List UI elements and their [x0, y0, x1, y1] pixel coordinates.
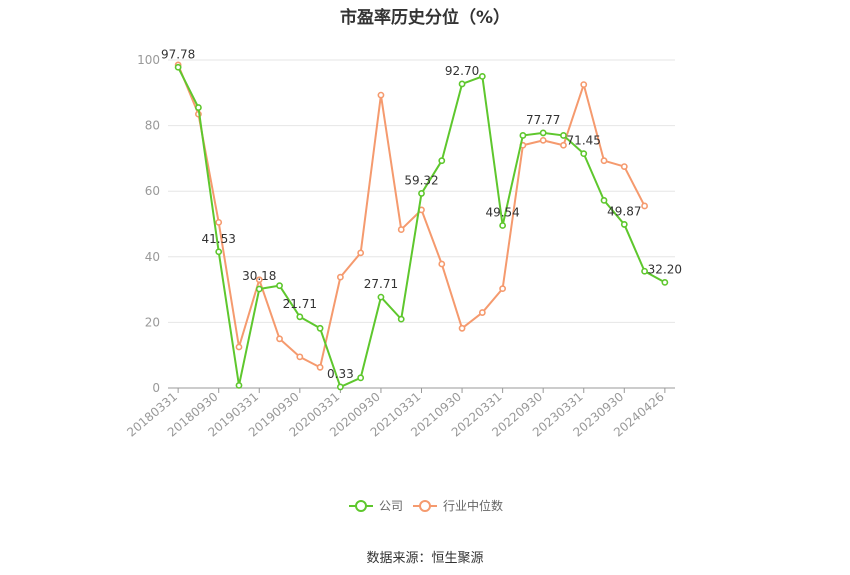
data-point: [235, 343, 243, 351]
data-point: [458, 80, 466, 88]
data-point: [661, 278, 669, 286]
data-point: [580, 150, 588, 158]
y-tick-label: 0: [152, 381, 160, 395]
legend-marker-0: [355, 500, 367, 512]
data-point: [397, 226, 405, 233]
legend-label-1: 行业中位数: [443, 498, 503, 513]
data-point: [316, 363, 324, 371]
data-point: [418, 190, 425, 197]
series-lines: [174, 61, 669, 391]
data-point: [336, 383, 344, 391]
data-label: 49.87: [607, 204, 641, 218]
data-point: [560, 132, 567, 139]
y-tick-label: 20: [145, 315, 160, 329]
data-point: [560, 141, 567, 149]
legend-marker-1: [419, 500, 431, 512]
data-point: [296, 313, 304, 321]
data-point: [458, 324, 466, 332]
x-axis: 2018033120180930201903312019093020200331…: [124, 387, 675, 440]
legend: 公司 行业中位数: [349, 498, 503, 513]
data-point: [276, 335, 283, 343]
data-label: 97.78: [161, 47, 195, 61]
data-point: [215, 218, 223, 226]
data-point: [336, 273, 344, 281]
data-point: [255, 276, 263, 284]
data-point: [499, 285, 507, 293]
data-point: [316, 324, 324, 332]
data-point: [539, 136, 547, 144]
data-label: 0.33: [327, 367, 354, 381]
data-point: [174, 63, 182, 71]
y-tick-label: 40: [145, 250, 160, 264]
y-tick-label: 60: [145, 184, 160, 198]
data-label: 21.71: [283, 297, 317, 311]
data-point: [620, 163, 628, 170]
data-point: [600, 196, 608, 204]
data-point: [600, 157, 608, 165]
data-label: 30.18: [242, 269, 276, 283]
data-point: [357, 374, 365, 382]
data-point: [296, 353, 304, 361]
chart-title: 市盈率历史分位（%）: [339, 8, 511, 28]
data-point: [519, 132, 527, 139]
data-label: 59.32: [404, 173, 438, 187]
data-point: [539, 129, 547, 137]
data-label: 32.20: [648, 262, 682, 276]
data-point: [255, 285, 263, 293]
data-point: [195, 104, 202, 111]
data-label: 71.45: [567, 134, 601, 148]
data-point: [438, 260, 446, 268]
data-point: [499, 222, 507, 229]
data-point: [357, 249, 365, 257]
data-point: [478, 73, 486, 80]
data-point: [397, 315, 405, 323]
legend-label-0: 公司: [379, 499, 403, 513]
data-point: [235, 381, 243, 389]
data-point: [377, 293, 385, 301]
data-source: 数据来源：恒生聚源: [366, 551, 484, 566]
data-label: 77.77: [526, 113, 560, 127]
y-tick-label: 80: [145, 119, 160, 133]
data-label: 27.71: [364, 277, 398, 291]
y-axis: 0 20 40 60 80 100: [137, 53, 160, 395]
data-point: [377, 91, 385, 99]
data-point: [276, 282, 283, 290]
data-point: [580, 81, 588, 88]
data-point: [641, 202, 648, 210]
data-point: [215, 248, 223, 256]
data-label: 41.53: [202, 232, 236, 246]
data-point: [438, 157, 446, 165]
data-point: [478, 309, 486, 316]
y-tick-label: 100: [137, 53, 160, 67]
data-label: 92.70: [445, 64, 479, 78]
data-label: 49.54: [485, 206, 519, 220]
data-point: [620, 221, 628, 228]
data-point: [641, 267, 648, 275]
data-labels: 97.78 41.53 30.18 21.71 0.33 27.71 59.32 92.70 4…: [161, 47, 682, 381]
